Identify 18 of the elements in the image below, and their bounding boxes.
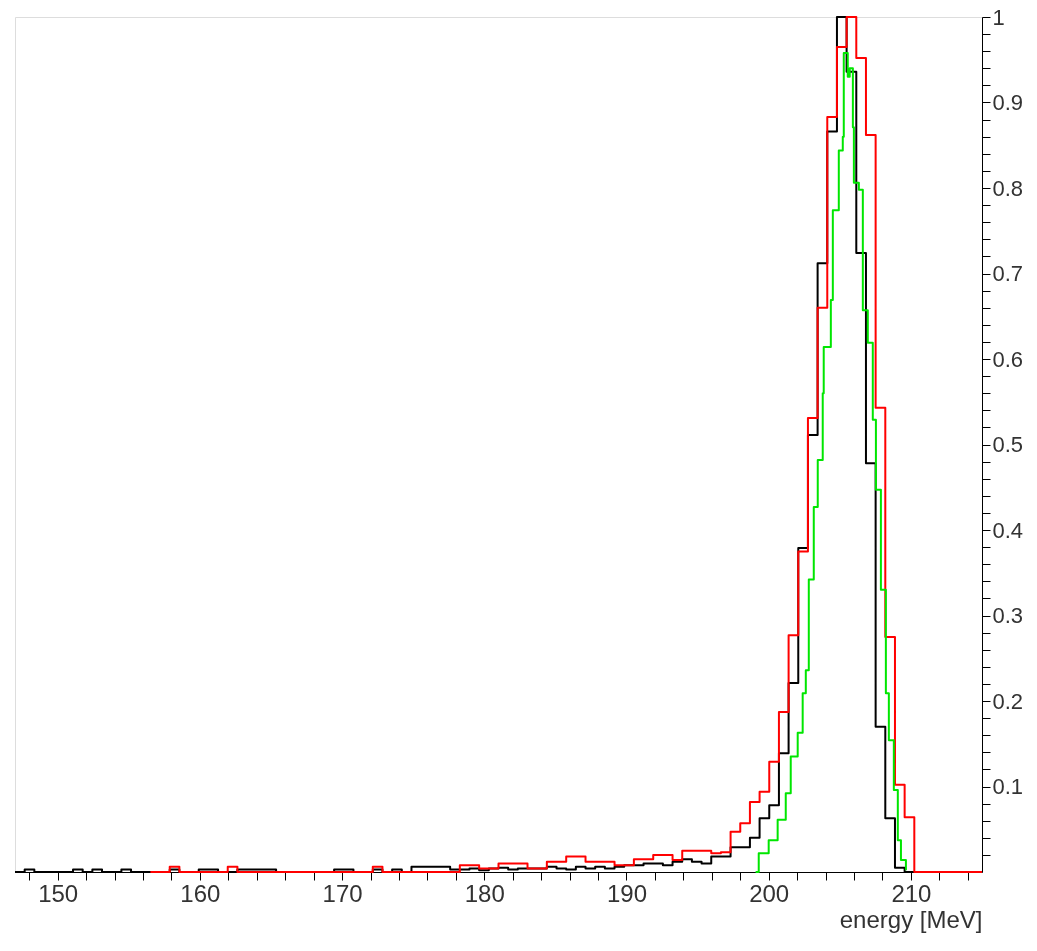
- y-tick-label: 0.6: [992, 346, 1024, 372]
- y-tick-label: 0.7: [992, 261, 1024, 286]
- y-tick-label: 0.3: [992, 603, 1024, 628]
- y-tick-label: 1: [992, 4, 1005, 30]
- y-tick-label: 0.2: [992, 688, 1024, 714]
- y-tick-label: 0.9: [992, 90, 1024, 115]
- y-tick-label: 0.1: [992, 774, 1024, 799]
- x-tick-label: 160: [180, 879, 221, 907]
- y-tick-label: 0.4: [992, 517, 1024, 543]
- x-tick-label: 150: [38, 879, 79, 907]
- x-axis-title: energy [MeV]: [839, 905, 983, 933]
- x-tick-label: 180: [464, 879, 505, 907]
- x-tick-label: 170: [322, 879, 363, 907]
- y-tick-label: 0.5: [992, 432, 1024, 457]
- y-tick-label: 0.8: [992, 175, 1024, 201]
- x-tick-label: 190: [606, 879, 648, 907]
- x-tick-label: 200: [749, 879, 790, 907]
- x-tick-label: 210: [891, 879, 932, 907]
